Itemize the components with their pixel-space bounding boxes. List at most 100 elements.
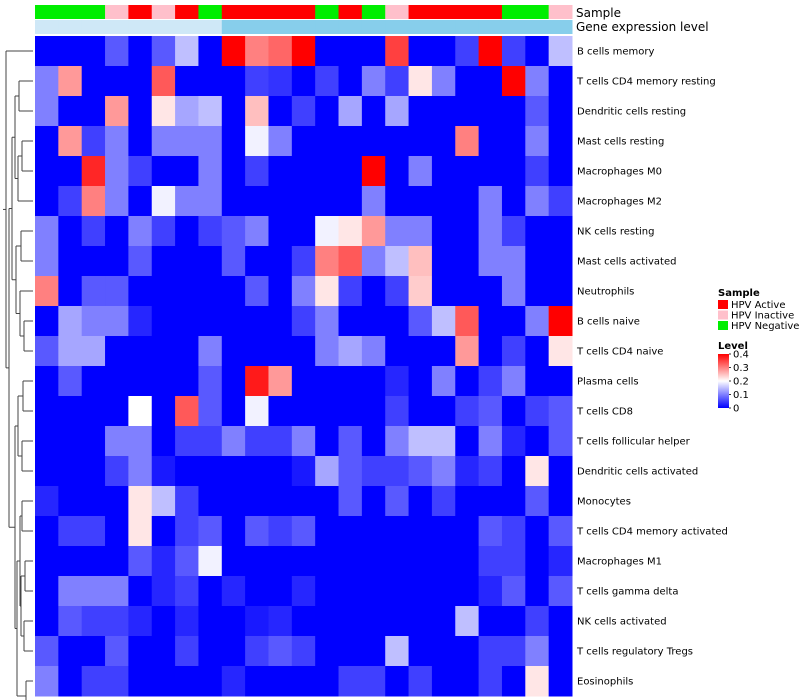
heatmap-cell xyxy=(291,396,316,427)
heatmap-cell xyxy=(245,546,269,577)
heatmap-cell xyxy=(525,96,550,127)
heatmap-cell xyxy=(455,336,480,367)
heatmap-cell xyxy=(128,366,153,397)
level-annotation-label: Gene expression level xyxy=(576,20,709,34)
heatmap-cell xyxy=(548,306,573,337)
heatmap-cell xyxy=(105,246,129,277)
heatmap-cell xyxy=(291,306,316,337)
heatmap-cell xyxy=(291,246,316,277)
heatmap-cell xyxy=(431,276,456,307)
heatmap-cell xyxy=(151,516,176,547)
heatmap-cell xyxy=(245,306,269,337)
heatmap-cell xyxy=(268,246,293,277)
heatmap-cell xyxy=(501,336,526,367)
level-annotation-cell xyxy=(35,20,59,34)
heatmap-cell xyxy=(431,156,456,187)
heatmap-cell xyxy=(478,216,503,247)
heatmap-cell xyxy=(431,426,456,457)
heatmap-cell xyxy=(81,516,106,547)
heatmap-cell xyxy=(501,576,526,607)
heatmap-cell xyxy=(385,66,410,97)
level-annotation-cell xyxy=(548,20,573,34)
heatmap-cell xyxy=(315,486,340,517)
heatmap-cell xyxy=(151,456,176,487)
sample-legend-label: HPV Inactive xyxy=(731,311,794,322)
heatmap-cell xyxy=(81,576,106,607)
row-labels: B cells memory T cells CD4 memory resting… xyxy=(576,47,728,688)
heatmap-cell xyxy=(361,426,386,457)
heatmap-cell xyxy=(151,546,176,577)
heatmap-cell xyxy=(315,306,340,337)
heatmap-cell xyxy=(105,36,129,67)
sample-legend-swatch xyxy=(718,300,728,309)
level-legend-title: Level xyxy=(718,341,748,352)
heatmap-cell xyxy=(151,306,176,337)
heatmap-cell xyxy=(81,126,106,157)
heatmap-cell xyxy=(525,66,550,97)
heatmap-cell xyxy=(408,396,433,427)
heatmap-cell xyxy=(501,276,526,307)
heatmap-cell xyxy=(525,186,550,217)
heatmap-cell xyxy=(268,96,293,127)
sample-annotation-bar xyxy=(35,5,573,19)
heatmap-cell xyxy=(245,576,269,607)
sample-annotation-cell xyxy=(291,5,316,19)
heatmap-cell xyxy=(151,336,176,367)
heatmap-cell xyxy=(478,546,503,577)
heatmap-cell xyxy=(58,576,83,607)
heatmap-cell xyxy=(268,516,293,547)
row-label: T cells CD4 naive xyxy=(576,347,663,358)
level-legend-tick-label: 0.3 xyxy=(733,363,749,374)
heatmap-cell xyxy=(361,516,386,547)
heatmap-cell xyxy=(198,96,223,127)
heatmap-cell xyxy=(315,666,340,697)
heatmap-cell xyxy=(198,426,223,457)
heatmap-cell xyxy=(151,666,176,697)
row-label: Macrophages M0 xyxy=(577,167,662,178)
heatmap-cell xyxy=(408,366,433,397)
heatmap-cell xyxy=(81,456,106,487)
heatmap-cell xyxy=(361,666,386,697)
heatmap-cell xyxy=(175,456,199,487)
sample-annotation-cell xyxy=(338,5,363,19)
heatmap-cell xyxy=(455,366,480,397)
heatmap-cell xyxy=(455,456,480,487)
heatmap-cell xyxy=(501,456,526,487)
heatmap-cell xyxy=(525,306,550,337)
heatmap-cell xyxy=(221,546,246,577)
heatmap-cell xyxy=(478,186,503,217)
heatmap-cell xyxy=(245,126,269,157)
heatmap-cell xyxy=(525,216,550,247)
heatmap-cell xyxy=(315,276,340,307)
heatmap-cell xyxy=(455,666,480,697)
heatmap-cell xyxy=(175,36,199,67)
sample-annotation-label: Sample xyxy=(576,6,621,20)
heatmap-cell xyxy=(408,156,433,187)
heatmap-cell xyxy=(385,636,410,667)
heatmap-cell xyxy=(361,246,386,277)
heatmap-cell xyxy=(175,516,199,547)
heatmap-cell xyxy=(431,246,456,277)
level-legend-tick-label: 0.2 xyxy=(733,377,749,388)
heatmap-cell xyxy=(175,156,199,187)
sample-annotation-cell xyxy=(35,5,59,19)
level-legend-tick-label: 0 xyxy=(733,404,739,415)
heatmap-cell xyxy=(58,306,83,337)
heatmap-cell xyxy=(408,576,433,607)
heatmap-cell xyxy=(431,636,456,667)
heatmap-cell xyxy=(455,546,480,577)
heatmap-cell xyxy=(548,96,573,127)
heatmap-cell xyxy=(431,546,456,577)
heatmap-cell xyxy=(548,636,573,667)
heatmap-cell xyxy=(58,486,83,517)
level-annotation-cell xyxy=(385,20,410,34)
heatmap-cell xyxy=(245,636,269,667)
heatmap-cell xyxy=(361,156,386,187)
heatmap-cell xyxy=(525,336,550,367)
row-label: Macrophages M2 xyxy=(577,197,662,208)
heatmap-cell xyxy=(175,546,199,577)
heatmap-cell xyxy=(385,576,410,607)
heatmap-cell xyxy=(548,396,573,427)
sample-annotation-cell xyxy=(455,5,480,19)
heatmap-cell xyxy=(478,306,503,337)
